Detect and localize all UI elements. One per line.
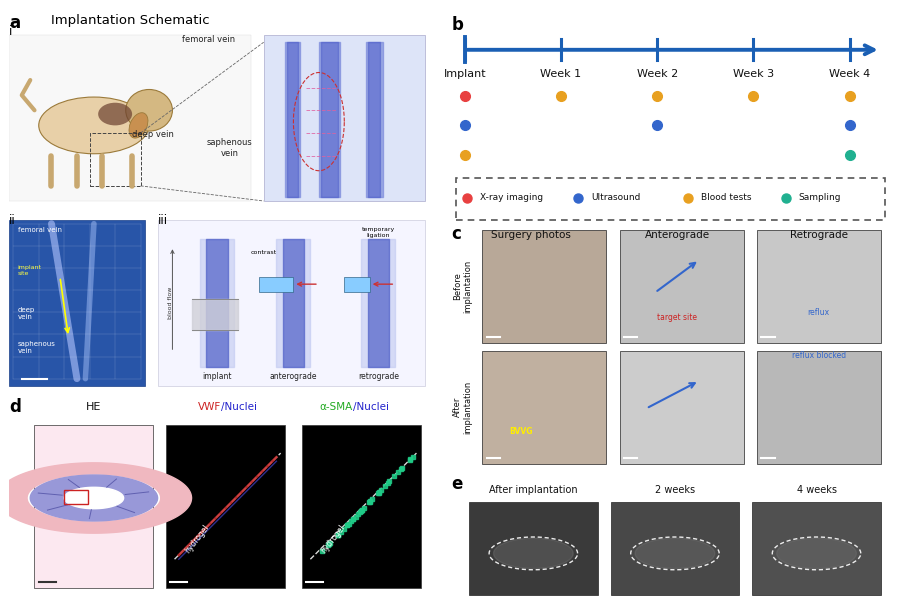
Polygon shape — [776, 538, 855, 568]
Text: HE: HE — [86, 403, 102, 412]
Text: Anterograde: Anterograde — [644, 230, 709, 239]
Text: anterograde: anterograde — [270, 371, 317, 380]
Ellipse shape — [98, 103, 132, 125]
Text: reflux blocked: reflux blocked — [791, 351, 845, 360]
Text: Week 2: Week 2 — [636, 69, 677, 79]
Bar — [482, 230, 606, 343]
Bar — [619, 350, 742, 464]
Bar — [344, 277, 370, 292]
Text: Implantation Schematic: Implantation Schematic — [51, 14, 210, 27]
Bar — [89, 133, 141, 186]
Bar — [9, 220, 144, 386]
Text: saphenous
vein: saphenous vein — [17, 341, 55, 354]
Bar — [34, 425, 153, 588]
Text: implant
site: implant site — [17, 265, 41, 276]
Text: temporary
ligation: temporary ligation — [361, 227, 394, 238]
Text: retrograde: retrograde — [357, 371, 399, 380]
Polygon shape — [64, 487, 124, 509]
Bar — [64, 490, 87, 504]
Bar — [9, 35, 251, 201]
Text: target site: target site — [657, 313, 696, 322]
Bar — [482, 350, 606, 464]
Text: saphenous
vein: saphenous vein — [207, 138, 253, 158]
Text: After implantation: After implantation — [489, 485, 577, 496]
Text: 2 weeks: 2 weeks — [654, 485, 695, 496]
Circle shape — [125, 89, 172, 131]
Polygon shape — [493, 538, 573, 568]
Text: hydrogel: hydrogel — [318, 523, 346, 555]
Text: BVVG: BVVG — [509, 427, 532, 436]
Bar — [756, 350, 879, 464]
Text: After
implantation: After implantation — [453, 380, 472, 434]
Text: VWF: VWF — [198, 403, 221, 412]
Bar — [756, 230, 879, 343]
Text: c: c — [451, 224, 461, 242]
Bar — [301, 425, 420, 588]
Text: Week 4: Week 4 — [828, 69, 870, 79]
Bar — [619, 230, 742, 343]
Text: b: b — [451, 16, 463, 34]
Text: a: a — [9, 14, 20, 32]
Bar — [157, 220, 425, 386]
Text: Retrograde: Retrograde — [789, 230, 847, 239]
Text: α-SMA: α-SMA — [319, 403, 353, 412]
Text: Sampling: Sampling — [798, 193, 841, 202]
Text: hydrogel: hydrogel — [183, 523, 211, 555]
Text: e: e — [451, 475, 463, 493]
Text: /Nuclei: /Nuclei — [221, 403, 257, 412]
Text: contrast: contrast — [251, 250, 276, 255]
Text: 4 weeks: 4 weeks — [796, 485, 835, 496]
Text: Week 1: Week 1 — [540, 69, 581, 79]
Text: X-ray imaging: X-ray imaging — [480, 193, 543, 202]
Ellipse shape — [39, 97, 149, 154]
Text: deep vein: deep vein — [133, 130, 174, 139]
Bar — [263, 35, 425, 201]
Text: blood flow: blood flow — [168, 287, 173, 319]
Polygon shape — [31, 475, 157, 521]
Text: Week 3: Week 3 — [732, 69, 773, 79]
Bar — [469, 502, 597, 595]
Text: ii: ii — [9, 214, 15, 227]
Text: /Nuclei: /Nuclei — [353, 403, 389, 412]
Bar — [166, 425, 285, 588]
Polygon shape — [0, 463, 191, 533]
Text: Blood tests: Blood tests — [701, 193, 751, 202]
Bar — [610, 502, 738, 595]
Text: femoral vein: femoral vein — [181, 35, 235, 44]
Text: Ultrasound: Ultrasound — [590, 193, 640, 202]
Ellipse shape — [129, 113, 148, 138]
Text: femoral vein: femoral vein — [17, 227, 61, 233]
Text: iii: iii — [157, 214, 168, 227]
Text: Surgery photos: Surgery photos — [491, 230, 570, 239]
Text: i: i — [9, 25, 13, 38]
Text: Before
implantation: Before implantation — [453, 260, 472, 313]
Bar — [751, 502, 879, 595]
Text: d: d — [9, 398, 21, 416]
Text: Implant: Implant — [443, 69, 485, 79]
Text: reflux: reflux — [806, 308, 829, 317]
Text: implant: implant — [202, 371, 232, 380]
Bar — [456, 178, 884, 220]
Text: deep
vein: deep vein — [17, 307, 35, 320]
Bar — [259, 277, 293, 292]
Polygon shape — [634, 538, 714, 568]
